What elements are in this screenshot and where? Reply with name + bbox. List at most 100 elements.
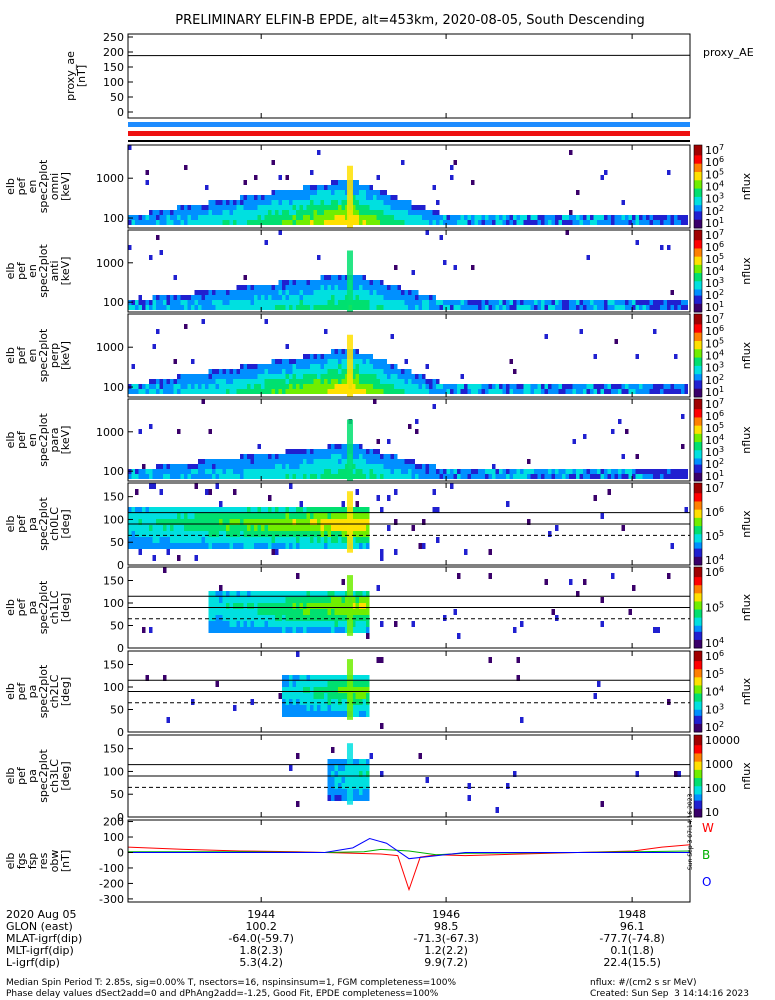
spectrogram-cell	[415, 300, 419, 305]
spectrogram-cell	[194, 210, 198, 215]
spectrogram-cell	[159, 519, 163, 525]
spectrogram-cell	[345, 290, 349, 295]
spectrogram-cell	[639, 300, 643, 305]
spectrogram-cell	[285, 609, 289, 615]
spectrogram-cell	[198, 531, 202, 537]
colorbar-swatch	[694, 810, 702, 814]
spectrogram-cell	[425, 777, 429, 783]
colorbar-swatch	[694, 723, 702, 727]
ylabel-line: [deg]	[59, 593, 72, 622]
spectrogram-cell	[474, 220, 478, 225]
spectrogram-cell	[366, 609, 370, 615]
spectrogram-cell	[226, 469, 230, 474]
colorbar-tick: 104	[705, 349, 724, 363]
spectrogram-cell	[670, 220, 674, 225]
colorbar-swatch	[694, 157, 702, 161]
spectrogram-cell	[362, 777, 366, 783]
spectrogram-cell	[180, 215, 184, 220]
spectrogram-cell	[261, 464, 265, 469]
spectrogram-cell	[628, 384, 632, 389]
y-tick-label: -200	[99, 877, 124, 890]
spectrogram-cell	[331, 300, 335, 305]
spectrogram-cell	[537, 215, 541, 220]
spectrogram-cell	[327, 675, 331, 681]
ylabel-line: elb	[4, 263, 17, 280]
spectrogram-cell	[292, 519, 296, 525]
colorbar-swatch	[694, 254, 702, 258]
spectrogram-cell	[338, 359, 342, 364]
spectrogram-cell	[282, 379, 286, 384]
spectrogram-cell	[390, 369, 394, 374]
spectrogram-cell	[681, 305, 685, 310]
spectrogram-cell	[383, 295, 387, 300]
colorbar-swatch	[694, 421, 702, 425]
spectrogram-cell	[163, 305, 167, 310]
colorbar-swatch	[694, 615, 702, 619]
spectrogram-cell	[226, 220, 230, 225]
spectrogram-cell	[331, 687, 335, 693]
spectrogram-cell	[324, 537, 328, 543]
spectrogram-cell	[366, 789, 370, 795]
spectrogram-cell	[261, 290, 265, 295]
spectrogram-cell	[453, 474, 457, 479]
spectrogram-cell	[411, 295, 415, 300]
spectrogram-cell	[397, 215, 401, 220]
spectrogram-cell	[471, 220, 475, 225]
spectrogram-cell	[240, 459, 244, 464]
spectrogram-cell	[345, 280, 349, 285]
spectrogram-cell	[257, 200, 261, 205]
spectrogram-cell	[324, 275, 328, 280]
spectrogram-cell	[201, 525, 205, 531]
spectrogram-cell	[562, 474, 566, 479]
spectrogram-cell	[338, 591, 342, 597]
colorbar-swatch	[694, 163, 702, 167]
spectrogram-cell	[292, 469, 296, 474]
spectrogram-cell	[425, 305, 429, 310]
spectrogram-cell	[254, 364, 258, 369]
colorbar-swatch	[694, 788, 702, 791]
spectrogram-cell	[233, 519, 237, 525]
spectrogram-cell	[590, 474, 594, 479]
spectrogram-cell	[152, 519, 156, 525]
spectrogram-cell	[222, 389, 226, 394]
spectrogram-cell	[145, 220, 149, 225]
spectrogram-cell	[313, 687, 317, 693]
spectrogram-cell	[369, 220, 373, 225]
colorbar-swatch	[694, 266, 702, 270]
spectrogram-cell	[261, 543, 265, 549]
spectrogram-cell	[271, 543, 275, 549]
spectrogram-cell	[138, 513, 142, 519]
spectrogram-cell	[135, 469, 139, 474]
spectrogram-cell	[331, 615, 335, 621]
spectrogram-cell	[464, 305, 468, 310]
spectrogram-cell	[338, 464, 342, 469]
spectrogram-cell	[177, 215, 181, 220]
spectrogram-cell	[555, 215, 559, 220]
spectrogram-cell	[523, 474, 527, 479]
panel-frame	[127, 650, 691, 733]
spectrogram-cell	[299, 531, 303, 537]
spectrogram-cell	[397, 459, 401, 464]
spectrogram-cell	[649, 474, 653, 479]
spectrogram-cell	[509, 474, 513, 479]
spectrogram-cell	[219, 300, 223, 305]
spectrogram-cell	[233, 215, 237, 220]
spectrogram-cell	[282, 374, 286, 379]
spectrogram-cell	[236, 537, 240, 543]
spectrogram-cell	[352, 210, 356, 215]
spectrogram-cell	[394, 374, 398, 379]
ylabel-line: spec2plot	[37, 580, 50, 634]
spectrogram-cell	[257, 513, 261, 519]
spectrogram-cell	[534, 384, 538, 389]
colorbar-swatch	[694, 534, 702, 537]
spectrogram-cell	[292, 205, 296, 210]
spectrogram-cell	[226, 537, 230, 543]
spectrogram-cell	[422, 389, 426, 394]
spectrogram-cell	[222, 369, 226, 374]
spectrogram-cell	[282, 215, 286, 220]
spectrogram-cell	[439, 469, 443, 474]
spectrogram-cell	[201, 300, 205, 305]
spectrogram-cell	[317, 627, 321, 633]
